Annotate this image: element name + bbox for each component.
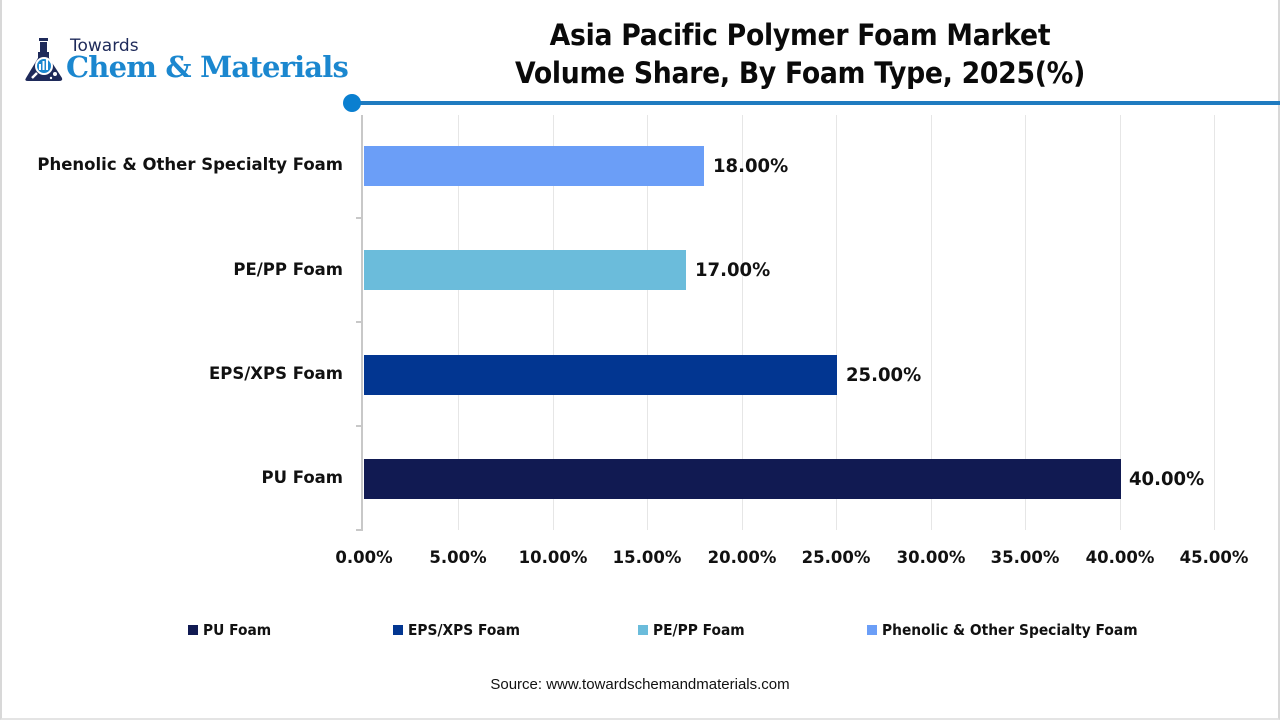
legend-item-phenolic-foam[interactable]: Phenolic & Other Specialty Foam [867, 620, 1160, 640]
gridline [742, 115, 743, 530]
legend-label: PU Foam [203, 621, 272, 639]
y-axis-line [361, 115, 363, 531]
category-label-eps-xps: EPS/XPS Foam [209, 364, 343, 383]
source-note: Source: www.towardschemandmaterials.com [490, 676, 790, 693]
legend-label: EPS/XPS Foam [408, 621, 521, 639]
legend-item-pu-foam[interactable]: PU Foam [188, 620, 277, 640]
legend-label: Phenolic & Other Specialty Foam [882, 621, 1138, 639]
legend-swatch-icon [638, 625, 648, 635]
x-tick-label: 35.00% [990, 548, 1060, 567]
bar-pe-pp-foam[interactable] [364, 250, 686, 290]
flask-chart-icon [25, 38, 63, 81]
chart-title: Asia Pacific Polymer Foam Market Volume … [496, 16, 1103, 92]
legend-swatch-icon [188, 625, 198, 635]
x-tick-label: 30.00% [896, 548, 966, 567]
legend-item-eps-xps-foam[interactable]: EPS/XPS Foam [393, 620, 530, 640]
bar-pu-foam[interactable] [364, 459, 1121, 499]
bar-phenolic-other-specialty-foam[interactable] [364, 146, 704, 186]
logo-main-text: Chem & Materials [66, 50, 349, 84]
x-tick-label: 0.00% [335, 548, 393, 567]
x-tick-label: 25.00% [801, 548, 871, 567]
category-label-pu: PU Foam [261, 468, 343, 487]
x-tick-label: 15.00% [612, 548, 682, 567]
gridline [1214, 115, 1215, 530]
legend-swatch-icon [393, 625, 403, 635]
y-axis-tick [356, 321, 363, 323]
chart-title-line-2: Volume Share, By Foam Type, 2025(%) [514, 56, 1086, 90]
data-label-phenolic: 18.00% [713, 155, 789, 177]
divider-dot-icon [343, 94, 361, 112]
legend-item-pe-pp-foam[interactable]: PE/PP Foam [638, 620, 753, 640]
gridline [836, 115, 837, 530]
gridline [931, 115, 932, 530]
category-label-phenolic: Phenolic & Other Specialty Foam [37, 155, 343, 174]
legend-label: PE/PP Foam [653, 621, 745, 639]
gridline [1120, 115, 1121, 530]
logo-towards-text: Towards [70, 36, 139, 56]
x-tick-label: 20.00% [707, 548, 777, 567]
gridline [1025, 115, 1026, 530]
data-label-eps-xps: 25.00% [846, 364, 922, 386]
y-axis-tick [356, 425, 363, 427]
legend-swatch-icon [867, 625, 877, 635]
plot-area: 18.00% 17.00% 25.00% 40.00% [364, 115, 1215, 530]
gridline [458, 115, 459, 530]
gridline [553, 115, 554, 530]
title-divider [352, 101, 1280, 105]
y-axis-tick [356, 529, 363, 531]
x-tick-label: 40.00% [1085, 548, 1155, 567]
category-label-pe-pp: PE/PP Foam [233, 260, 343, 279]
x-tick-label: 5.00% [429, 548, 487, 567]
x-tick-label: 45.00% [1179, 548, 1249, 567]
brand-logo: Towards Chem & Materials [22, 36, 349, 86]
y-axis-tick [356, 217, 363, 219]
data-label-pu: 40.00% [1129, 468, 1205, 490]
data-label-pe-pp: 17.00% [695, 259, 771, 281]
x-tick-label: 10.00% [518, 548, 588, 567]
chart-title-line-1: Asia Pacific Polymer Foam Market [549, 18, 1051, 52]
bar-eps-xps-foam[interactable] [364, 355, 837, 395]
gridline [647, 115, 648, 530]
